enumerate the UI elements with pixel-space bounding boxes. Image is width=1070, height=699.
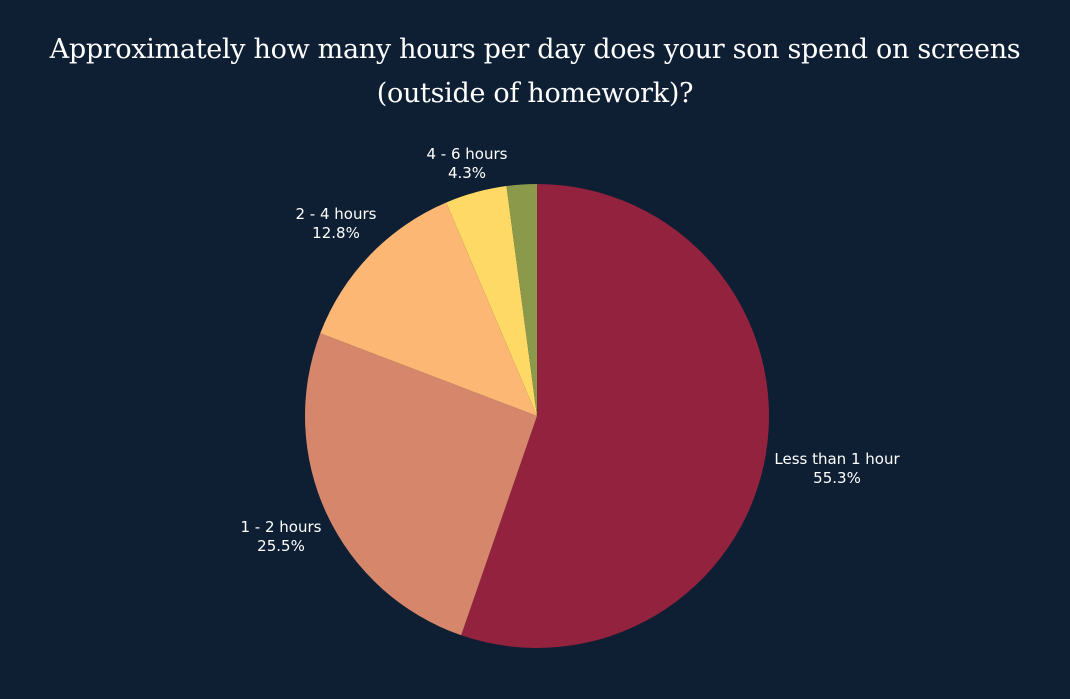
slice-label: 4 - 6 hours (427, 145, 508, 163)
slice-label: 1 - 2 hours (241, 518, 322, 536)
slice-label: 2 - 4 hours (296, 205, 377, 223)
pie-slice (305, 333, 537, 636)
slice-percentage: 12.8% (312, 224, 360, 242)
chart-title: Approximately how many hours per day doe… (49, 34, 1021, 109)
slice-percentage: 55.3% (813, 469, 861, 487)
pie-slice (446, 186, 537, 416)
pie-slice (461, 184, 770, 648)
slice-percentage: 4.3% (448, 164, 486, 182)
slice-label: Less than 1 hour (774, 450, 900, 468)
pie-slice (320, 202, 537, 416)
pie-slice (506, 184, 537, 416)
slice-percentage: 25.5% (257, 537, 305, 555)
